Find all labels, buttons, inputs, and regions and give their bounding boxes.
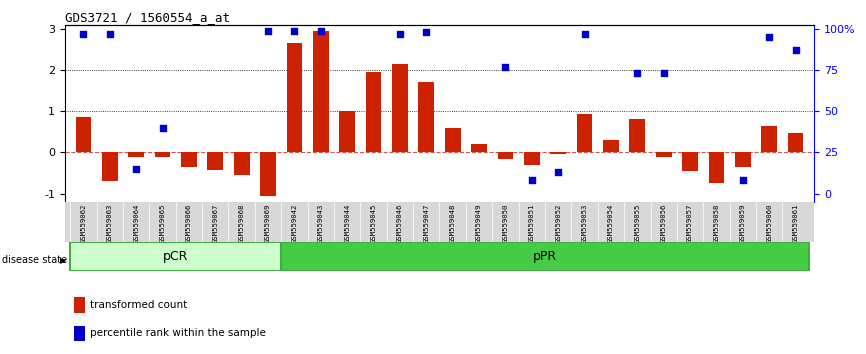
Bar xyxy=(498,152,514,159)
Text: GSM559048: GSM559048 xyxy=(449,204,456,243)
Text: GSM559065: GSM559065 xyxy=(159,204,165,243)
Bar xyxy=(74,297,85,313)
Bar xyxy=(128,152,144,157)
Bar xyxy=(102,152,118,181)
Text: GSM559061: GSM559061 xyxy=(792,204,798,243)
Bar xyxy=(75,118,91,152)
Text: GSM559053: GSM559053 xyxy=(582,204,587,243)
Bar xyxy=(550,152,566,154)
Point xyxy=(789,47,803,53)
Bar xyxy=(708,152,724,183)
Text: GSM559049: GSM559049 xyxy=(476,204,482,243)
Bar xyxy=(445,128,461,152)
Point xyxy=(156,125,170,131)
Text: GSM559068: GSM559068 xyxy=(239,204,245,243)
Bar xyxy=(281,242,809,271)
Bar xyxy=(365,72,381,152)
Bar xyxy=(155,152,171,156)
Bar xyxy=(207,152,223,170)
Point xyxy=(313,28,327,33)
Text: GSM559067: GSM559067 xyxy=(212,204,218,243)
Bar xyxy=(630,119,645,152)
Text: GSM559059: GSM559059 xyxy=(740,204,746,243)
Text: transformed count: transformed count xyxy=(90,300,187,310)
Text: GSM559042: GSM559042 xyxy=(292,204,297,243)
Text: GSM559043: GSM559043 xyxy=(318,204,324,243)
Bar xyxy=(418,82,434,152)
Point xyxy=(393,31,407,37)
Text: GSM559046: GSM559046 xyxy=(397,204,403,243)
Text: percentile rank within the sample: percentile rank within the sample xyxy=(90,329,266,338)
Text: GSM559062: GSM559062 xyxy=(81,204,87,243)
Bar xyxy=(287,43,302,152)
Text: disease state: disease state xyxy=(2,255,67,265)
Point xyxy=(129,166,143,172)
Bar xyxy=(761,126,777,152)
Bar xyxy=(735,152,751,167)
Text: GSM559064: GSM559064 xyxy=(133,204,139,243)
Bar xyxy=(70,242,281,271)
Point xyxy=(103,31,117,37)
Text: ▶: ▶ xyxy=(60,256,67,265)
Point xyxy=(656,70,670,76)
Text: GSM559044: GSM559044 xyxy=(344,204,350,243)
Bar xyxy=(577,114,592,152)
Bar xyxy=(260,152,276,196)
Bar xyxy=(392,64,408,152)
Point xyxy=(630,70,644,76)
Bar xyxy=(524,152,540,165)
Text: GSM559054: GSM559054 xyxy=(608,204,614,243)
Point xyxy=(762,34,776,40)
Text: GSM559057: GSM559057 xyxy=(687,204,693,243)
Text: GSM559052: GSM559052 xyxy=(555,204,561,243)
Point xyxy=(262,28,275,33)
Text: GDS3721 / 1560554_a_at: GDS3721 / 1560554_a_at xyxy=(65,11,230,24)
Bar xyxy=(656,152,672,156)
Text: GSM559047: GSM559047 xyxy=(423,204,430,243)
Bar xyxy=(603,140,619,152)
Bar xyxy=(313,31,329,152)
Bar xyxy=(339,111,355,152)
Text: GSM559050: GSM559050 xyxy=(502,204,508,243)
Text: pPR: pPR xyxy=(533,250,557,263)
Bar xyxy=(682,152,698,171)
Text: GSM559060: GSM559060 xyxy=(766,204,772,243)
Point xyxy=(552,169,565,175)
Point xyxy=(499,64,513,70)
Point xyxy=(736,178,750,183)
Bar xyxy=(471,144,487,152)
Text: GSM559066: GSM559066 xyxy=(186,204,192,243)
Text: GSM559045: GSM559045 xyxy=(371,204,377,243)
Text: GSM559063: GSM559063 xyxy=(107,204,113,243)
Text: GSM559056: GSM559056 xyxy=(661,204,667,243)
Text: GSM559055: GSM559055 xyxy=(634,204,640,243)
Text: GSM559058: GSM559058 xyxy=(714,204,720,243)
Bar xyxy=(788,133,804,152)
Point xyxy=(525,178,539,183)
Text: pCR: pCR xyxy=(163,250,189,263)
Bar xyxy=(234,152,249,175)
Point xyxy=(76,31,90,37)
Bar xyxy=(181,152,197,167)
Point xyxy=(288,28,301,33)
Text: GSM559069: GSM559069 xyxy=(265,204,271,243)
Point xyxy=(578,31,591,37)
Text: GSM559051: GSM559051 xyxy=(529,204,535,243)
Bar xyxy=(74,326,85,341)
Point xyxy=(419,29,433,35)
